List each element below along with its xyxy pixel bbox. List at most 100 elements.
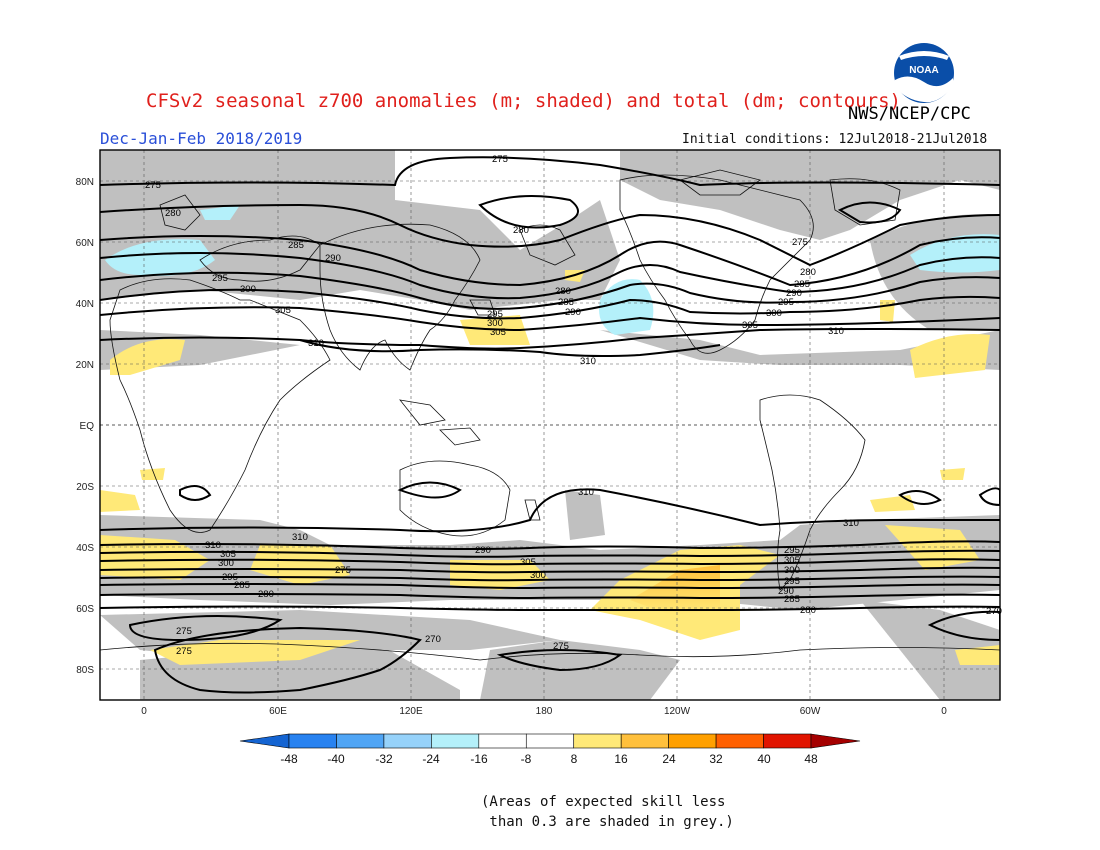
colorbar-tick: 40 [757,752,771,766]
contour-label: 275 [553,641,569,652]
contour-label: 300 [240,284,256,295]
colorbar-tick: -32 [375,752,393,766]
contour-label: 285 [558,297,574,308]
colorbar-box [383,733,432,749]
contour-label: 270 [986,606,1002,617]
contour-label: 285 [288,240,304,251]
colorbar-tick: 16 [614,752,628,766]
lon-label: 0 [941,706,947,717]
colorbar-tick: -40 [327,752,345,766]
lon-label: 120W [664,706,691,717]
noaa-logo: NOAA [894,43,954,103]
colorbar: -48 -40 -32 -24 -16 -8 8 16 24 32 40 48 [239,733,861,766]
lon-label: 180 [536,706,553,717]
colorbar-right-arrow [810,733,861,749]
height-contours [100,156,1000,694]
contour-label: 300 [766,308,782,319]
contour-label: 285 [784,594,800,605]
lon-label: 60E [269,706,287,717]
lat-label: 60S [76,604,94,615]
contour-label: 295 [487,309,503,320]
contour-label: 295 [784,545,800,556]
contour-label: 300 [487,318,503,329]
colorbar-box [478,733,527,749]
colorbar-left-arrow [239,733,290,749]
contour-label: 310 [292,532,308,543]
lat-label: 20N [76,360,94,371]
contour-label: 305 [220,549,236,560]
contour-label: 300 [784,565,800,576]
season-label: Dec-Jan-Feb 2018/2019 [100,129,303,148]
colorbar-tick: -16 [470,752,488,766]
contour-label: 285 [794,279,810,290]
lat-label: 20S [76,482,94,493]
negative-anomaly-areas [105,205,1000,335]
contour-labels: 275 275 280 285 290 295 300 305 310 280 … [145,154,1002,657]
contour-label: 300 [218,558,234,569]
skill-note: (Areas of expected skill less than 0.3 a… [481,794,734,830]
lat-label: 80N [76,177,94,188]
colorbar-box [336,733,385,749]
lon-label: 0 [141,706,147,717]
colorbar-tick: -48 [280,752,298,766]
colorbar-tick: 32 [709,752,723,766]
noaa-logo-text: NOAA [909,65,938,76]
contour-label: 305 [742,320,758,331]
contour-label: 290 [778,586,794,597]
contour-label: 280 [555,286,571,297]
contour-label: 275 [792,237,808,248]
contour-label: 310 [205,540,221,551]
lon-label: 120E [399,706,423,717]
low-skill-grey-areas [100,150,1000,700]
lat-label: EQ [80,421,95,432]
contour-label: 295 [778,297,794,308]
colorbar-box [715,733,764,749]
contour-label: 300 [530,570,546,581]
contour-label: 275 [176,626,192,637]
contour-label: 295 [222,572,238,583]
lat-label: 80S [76,665,94,676]
contour-label: 310 [580,356,596,367]
contour-label: 310 [308,338,324,349]
colorbar-box [525,733,575,749]
latitude-labels: 80N 60N 40N 20N EQ 20S 40S 60S 80S [76,177,95,676]
colorbar-box [431,733,480,749]
contour-label: 310 [843,518,859,529]
colorbar-tick: 24 [662,752,676,766]
contour-label: 305 [784,555,800,566]
colorbar-box [573,733,622,749]
contour-label: 280 [513,225,529,236]
contour-label: 275 [335,565,351,576]
contour-label: 295 [784,576,800,587]
map-frame [99,149,1001,701]
contour-label: 290 [565,307,581,318]
chart-title: CFSv2 seasonal z700 anomalies (m; shaded… [146,90,901,112]
contour-label: 280 [800,605,816,616]
longitude-labels: 0 60E 120E 180 120W 60W 0 [141,706,947,717]
contour-label: 275 [145,180,161,191]
lon-label: 60W [800,706,821,717]
contour-label: 280 [258,589,274,600]
contour-label: 305 [490,327,506,338]
contour-label: 280 [165,208,181,219]
contour-label: 295 [212,273,228,284]
contour-label: 275 [492,154,508,165]
agency-label: NWS/NCEP/CPC [848,104,971,124]
contour-label: 280 [800,267,816,278]
colorbar-tick: 8 [571,752,578,766]
contour-label: 290 [475,545,491,556]
lat-label: 40N [76,299,94,310]
initial-conditions-label: Initial conditions: 12Jul2018-21Jul2018 [682,132,988,147]
colorbar-tick: -8 [521,752,532,766]
colorbar-tick: 48 [804,752,818,766]
lat-label: 60N [76,238,94,249]
contour-label: 290 [325,253,341,264]
contour-label: 310 [828,326,844,337]
contour-label: 270 [425,634,441,645]
contour-label: 285 [234,580,250,591]
contour-label: 305 [275,305,291,316]
contour-label: 290 [786,288,802,299]
contour-label: 310 [578,487,594,498]
positive-anomaly-areas [100,270,1000,665]
